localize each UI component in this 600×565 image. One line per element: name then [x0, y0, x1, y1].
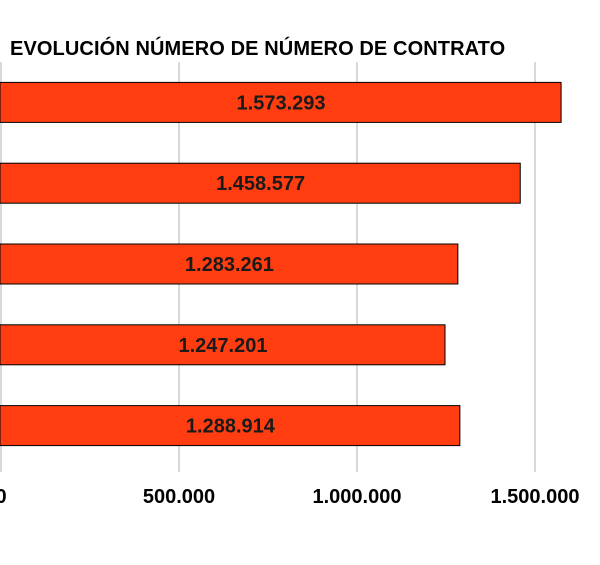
- data-label-3: 1.247.201: [179, 335, 268, 357]
- x-tick-label-2: 1.000.000: [313, 486, 402, 508]
- data-label-0: 1.573.293: [237, 92, 326, 114]
- x-tick-label-1: 500.000: [143, 486, 215, 508]
- bar-3: [0, 324, 446, 366]
- data-label-2: 1.283.261: [185, 254, 274, 276]
- x-tick-label-0: 0: [0, 486, 7, 508]
- data-label-1: 1.458.577: [216, 173, 305, 195]
- x-tick-label-3: 1.500.000: [491, 486, 580, 508]
- bar-1: [0, 162, 521, 204]
- data-label-4: 1.288.914: [186, 416, 276, 438]
- chart-title: EVOLUCIÓN NÚMERO DE NÚMERO DE CONTRATO: [10, 38, 506, 60]
- bar-0: [0, 81, 562, 123]
- bar-4: [0, 405, 461, 447]
- bar-2: [0, 243, 459, 285]
